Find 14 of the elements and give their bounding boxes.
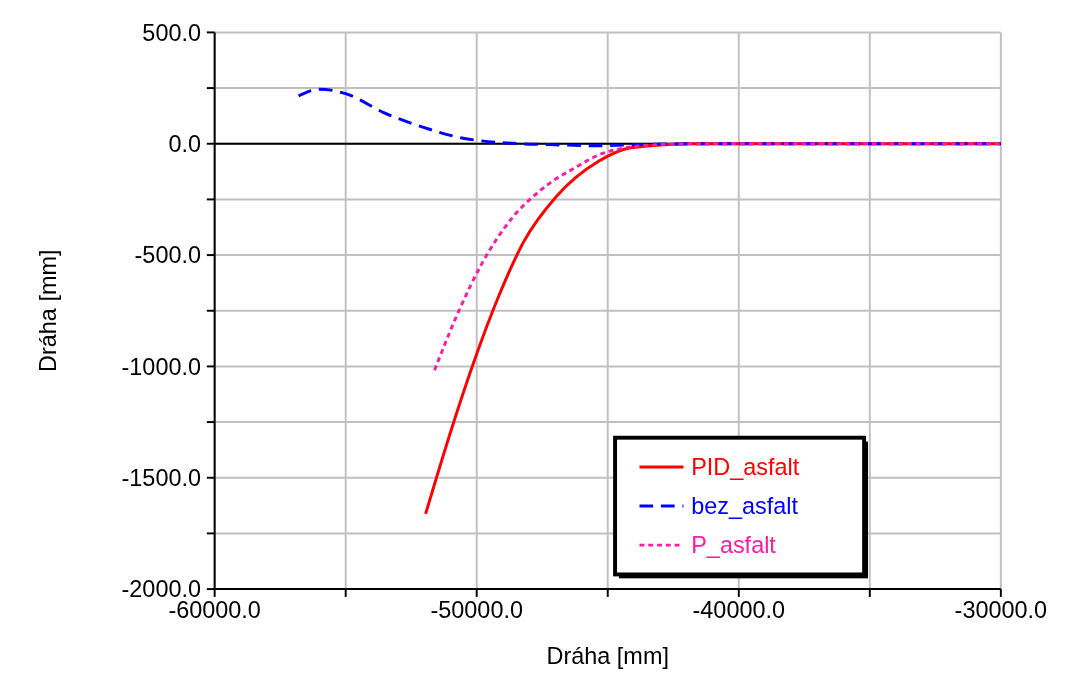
y-tick-label: -1000.0 — [121, 353, 201, 380]
x-tick-label: -40000.0 — [692, 597, 786, 624]
x-tick-label: -60000.0 — [168, 597, 261, 624]
legend-label: bez_asfalt — [691, 493, 799, 520]
y-axis-title: Dráha [mm] — [35, 249, 62, 372]
legend-label: P_asfalt — [691, 532, 777, 559]
y-tick-label: 500.0 — [142, 19, 201, 46]
y-tick-label: 0.0 — [168, 130, 201, 157]
y-tick-label: -500.0 — [134, 242, 201, 269]
y-tick-label: -1500.0 — [121, 464, 201, 491]
x-axis-title: Dráha [mm] — [546, 643, 669, 670]
x-tick-label: -50000.0 — [430, 597, 523, 624]
x-tick-label: -30000.0 — [954, 597, 1048, 624]
legend-label: PID_asfalt — [691, 454, 800, 481]
